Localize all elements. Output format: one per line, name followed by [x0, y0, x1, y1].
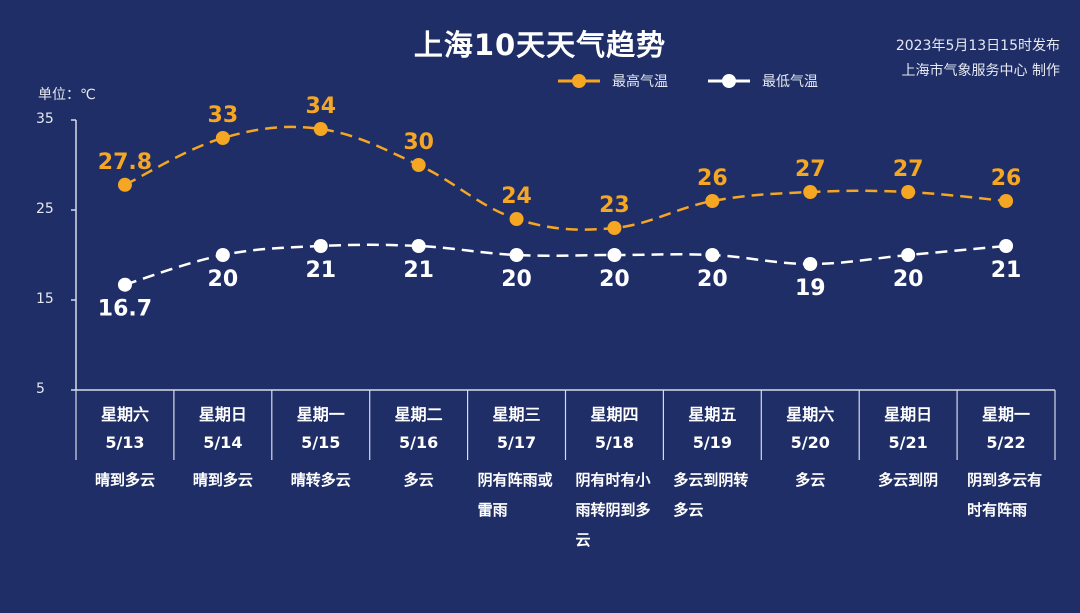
- date-label: 5/20: [790, 433, 830, 452]
- y-tick-label: 25: [36, 201, 54, 217]
- date-label: 5/16: [399, 433, 439, 452]
- weekday-label: 星期六: [786, 405, 835, 424]
- data-point-low[interactable]: [509, 248, 524, 262]
- data-point-low[interactable]: [411, 239, 426, 253]
- legend-high-label: 最高气温: [612, 74, 668, 90]
- data-point-high[interactable]: [411, 158, 426, 172]
- day-column: 星期二 5/16 多云: [370, 392, 468, 495]
- data-label-low: 20: [208, 267, 239, 292]
- day-column: 星期一 5/22 阴到多云有时有阵雨: [957, 392, 1055, 525]
- legend-low-label: 最低气温: [762, 74, 818, 90]
- data-point-low[interactable]: [607, 248, 622, 262]
- legend-low-marker-icon: [708, 74, 750, 88]
- date-label: 5/14: [203, 433, 243, 452]
- day-column: 星期日 5/14 晴到多云: [174, 392, 272, 495]
- weekday-label: 星期五: [688, 405, 737, 424]
- y-tick-label: 15: [36, 291, 54, 307]
- weather-description: 多云: [795, 471, 826, 489]
- y-tick-label: 5: [36, 381, 45, 397]
- data-label-low: 21: [991, 258, 1022, 283]
- day-column: 星期一 5/15 晴转多云: [272, 392, 370, 495]
- date-label: 5/17: [496, 433, 537, 452]
- data-point-high[interactable]: [705, 194, 720, 208]
- data-label-high: 27: [795, 157, 826, 182]
- weekday-label: 星期日: [198, 405, 247, 424]
- weather-description: 晴到多云: [94, 471, 155, 489]
- data-point-high[interactable]: [803, 185, 818, 199]
- data-label-high: 23: [599, 193, 630, 218]
- weather-description: 阴有阵雨或雷雨: [477, 471, 553, 519]
- day-column: 星期五 5/19 多云到阴转多云: [663, 392, 761, 525]
- data-point-high[interactable]: [117, 177, 132, 192]
- data-point-low[interactable]: [901, 248, 916, 262]
- weekday-label: 星期二: [394, 405, 443, 424]
- date-label: 5/13: [105, 433, 145, 452]
- data-point-high[interactable]: [509, 212, 524, 226]
- data-point-low[interactable]: [803, 257, 818, 271]
- producer: 上海市气象服务中心 制作: [901, 63, 1060, 79]
- date-label: 5/19: [692, 433, 732, 452]
- data-point-low[interactable]: [313, 239, 328, 253]
- weekday-label: 星期六: [100, 405, 149, 424]
- data-label-high: 24: [501, 184, 532, 209]
- weekday-label: 星期三: [492, 405, 541, 424]
- weekday-label: 星期日: [884, 405, 933, 424]
- day-column: 星期四 5/18 阴有时有小雨转阴到多云: [566, 392, 664, 555]
- day-column: 星期六 5/20 多云: [761, 392, 859, 495]
- weather-description: 多云到阴转多云: [673, 471, 749, 519]
- data-label-high: 33: [208, 103, 239, 128]
- weather-description: 多云到阴: [878, 471, 939, 489]
- data-label-high: 26: [697, 166, 728, 191]
- date-label: 5/22: [986, 433, 1026, 452]
- y-axis-unit-label: 单位：℃: [38, 87, 96, 103]
- data-point-high[interactable]: [215, 131, 230, 145]
- data-label-low: 20: [501, 267, 532, 292]
- weather-description: 阴有时有小雨转阴到多云: [575, 471, 651, 549]
- legend: 最高气温 最低气温: [558, 71, 818, 91]
- data-point-high[interactable]: [901, 185, 916, 199]
- chart-title: 上海10天天气趋势: [413, 28, 667, 62]
- weather-description: 阴到多云有时有阵雨: [967, 471, 1043, 519]
- weekday-label: 星期一: [296, 405, 345, 424]
- data-point-low[interactable]: [999, 239, 1014, 253]
- legend-high-marker-icon: [558, 74, 600, 88]
- data-label-high: 27.8: [98, 150, 152, 175]
- weather-description: 晴到多云: [192, 471, 253, 489]
- issuer-info: 2023年5月13日15时发布 上海市气象服务中心 制作: [896, 34, 1060, 84]
- data-label-low: 20: [893, 267, 924, 292]
- day-column: 星期三 5/17 阴有阵雨或雷雨: [468, 392, 566, 525]
- date-label: 5/18: [594, 433, 635, 452]
- data-label-high: 30: [403, 130, 434, 155]
- data-point-low[interactable]: [215, 248, 230, 262]
- date-label: 5/21: [888, 433, 928, 452]
- legend-item-low[interactable]: 最低气温: [708, 71, 818, 91]
- weather-description: 多云: [403, 471, 434, 489]
- series-line-high: [124, 125, 1007, 231]
- weekday-label: 星期四: [590, 405, 639, 424]
- data-point-high[interactable]: [999, 194, 1014, 208]
- data-label-low: 16.7: [98, 297, 152, 322]
- issue-time: 2023年5月13日15时发布: [895, 38, 1060, 54]
- day-column: 星期六 5/13 晴到多云: [76, 392, 174, 495]
- data-point-low[interactable]: [705, 248, 720, 262]
- data-label-low: 20: [697, 267, 728, 292]
- data-label-high: 26: [991, 166, 1022, 191]
- day-column: 星期日 5/21 多云到阴: [859, 392, 957, 495]
- data-label-low: 20: [599, 267, 630, 292]
- series-line-low: [124, 243, 1007, 286]
- data-label-high: 34: [305, 94, 336, 119]
- data-label-low: 19: [795, 276, 826, 301]
- data-label-low: 21: [305, 258, 336, 283]
- data-label-low: 21: [403, 258, 434, 283]
- y-tick-label: 35: [36, 111, 54, 127]
- legend-item-high[interactable]: 最高气温: [558, 71, 668, 91]
- data-point-high[interactable]: [313, 122, 328, 136]
- data-label-high: 27: [893, 157, 924, 182]
- data-point-low[interactable]: [117, 277, 132, 292]
- weather-description: 晴转多云: [290, 471, 351, 489]
- data-point-high[interactable]: [607, 221, 622, 235]
- weekday-label: 星期一: [982, 405, 1031, 424]
- date-label: 5/15: [301, 433, 341, 452]
